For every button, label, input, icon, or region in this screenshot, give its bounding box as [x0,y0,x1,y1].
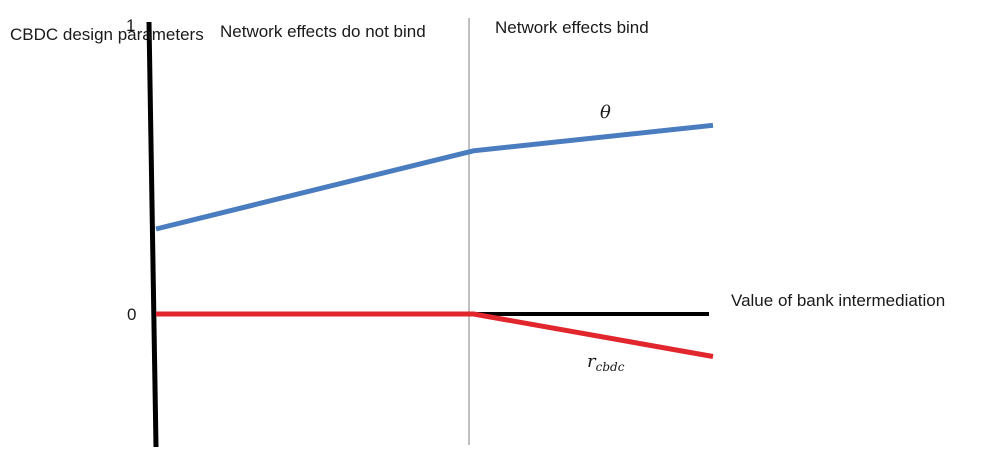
series-theta-line [155,122,714,232]
y-tick-label-0: 0 [127,305,137,324]
y-axis [146,21,159,448]
y-axis-label: CBDC design parameters [10,25,204,44]
series-theta-label: θ [600,102,611,123]
series-rcbdc-label-base: r [587,351,596,372]
series-rcbdc-label: rcbdc [587,351,624,374]
series-rcbdc-label-sub: cbdc [595,360,625,374]
x-axis-label: Value of bank intermediation [731,291,946,310]
region-label-left: Network effects do not bind [220,22,426,41]
series-rcbdc-line [156,311,714,359]
y-tick-label-1: 1 [126,16,136,35]
region-label-right: Network effects bind [495,18,649,37]
